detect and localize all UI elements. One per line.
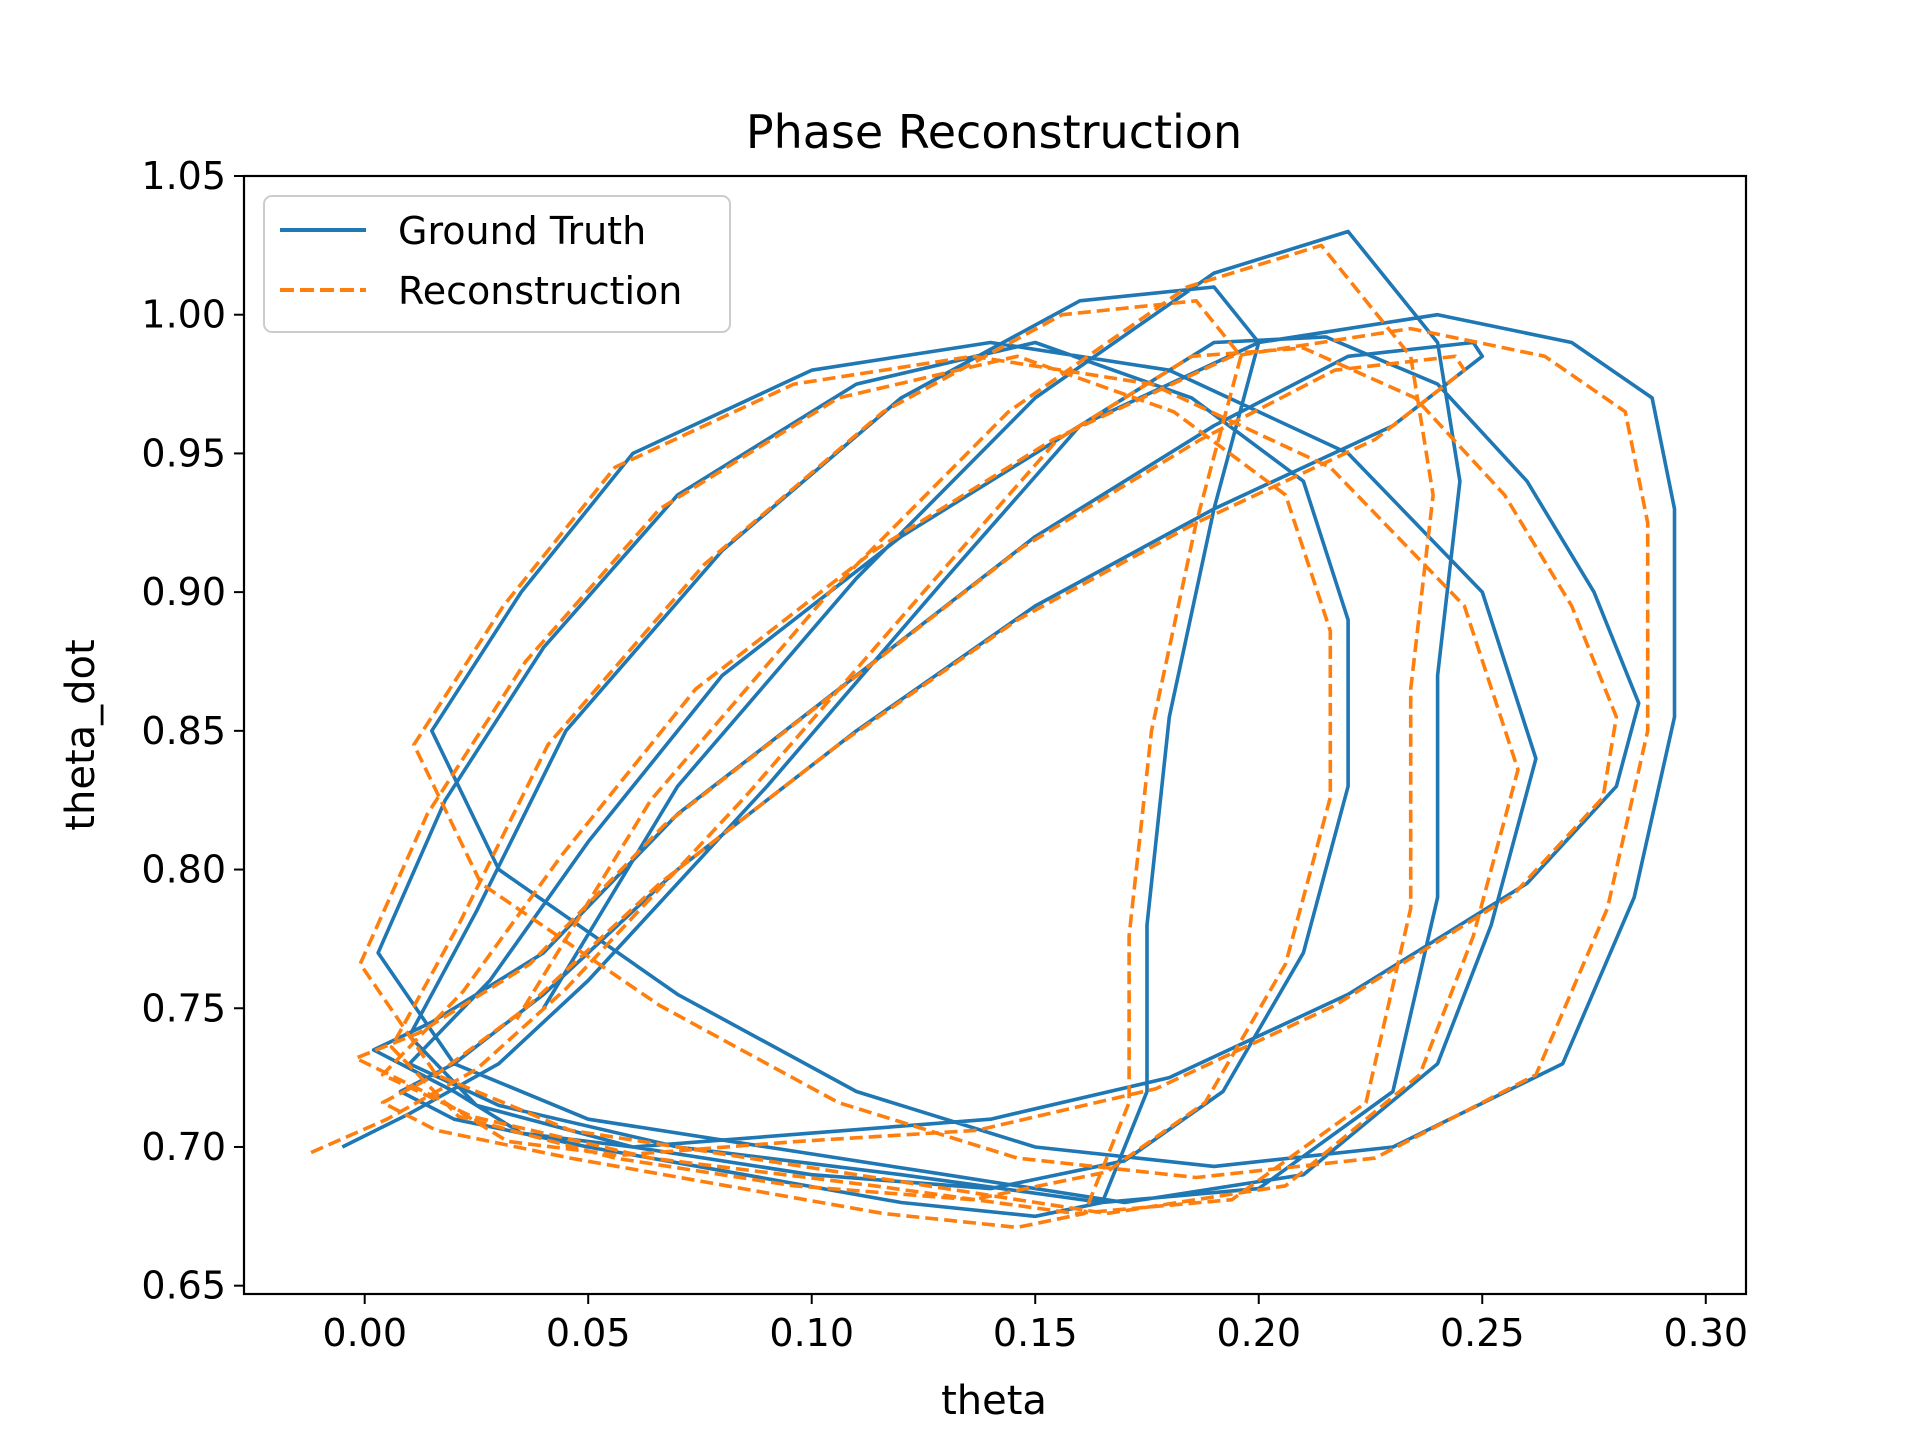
x-axis: 0.00 0.05 0.10 0.15 0.20 0.25 0.30 [322,1294,1748,1355]
legend: Ground Truth Reconstruction [263,195,731,333]
x-tick-label: 0.25 [1440,1311,1525,1355]
y-axis: 0.65 0.70 0.75 0.80 0.85 0.90 0.95 1.00 1.05 [141,154,244,1308]
y-tick-label: 0.80 [141,848,226,892]
y-tick-label: 1.00 [141,293,226,337]
plot-lines [310,229,1677,1230]
plot-frame [242,174,1748,1296]
y-tick-label: 0.90 [141,570,226,614]
y-axis-label: theta_dot [58,639,104,830]
x-tick-label: 0.30 [1663,1311,1748,1355]
y-tick-label: 0.65 [141,1264,226,1308]
x-tick-label: 0.10 [769,1311,854,1355]
chart-title: Phase Reconstruction [746,105,1242,159]
legend-box [263,195,731,333]
legend-label-reconstruction: Reconstruction [398,269,682,313]
x-tick-label: 0.15 [993,1311,1078,1355]
y-tick-label: 1.05 [141,154,226,198]
x-tick-label: 0.20 [1216,1311,1301,1355]
x-tick-label: 0.00 [322,1311,407,1355]
y-tick-label: 0.95 [141,431,226,475]
y-tick-label: 0.70 [141,1125,226,1169]
series-line-reconstruction [310,243,1650,1230]
x-axis-label: theta [941,1378,1047,1424]
x-tick-label: 0.05 [546,1311,631,1355]
y-tick-label: 0.75 [141,986,226,1030]
y-tick-label: 0.85 [141,709,226,753]
legend-label-ground-truth: Ground Truth [398,209,646,253]
